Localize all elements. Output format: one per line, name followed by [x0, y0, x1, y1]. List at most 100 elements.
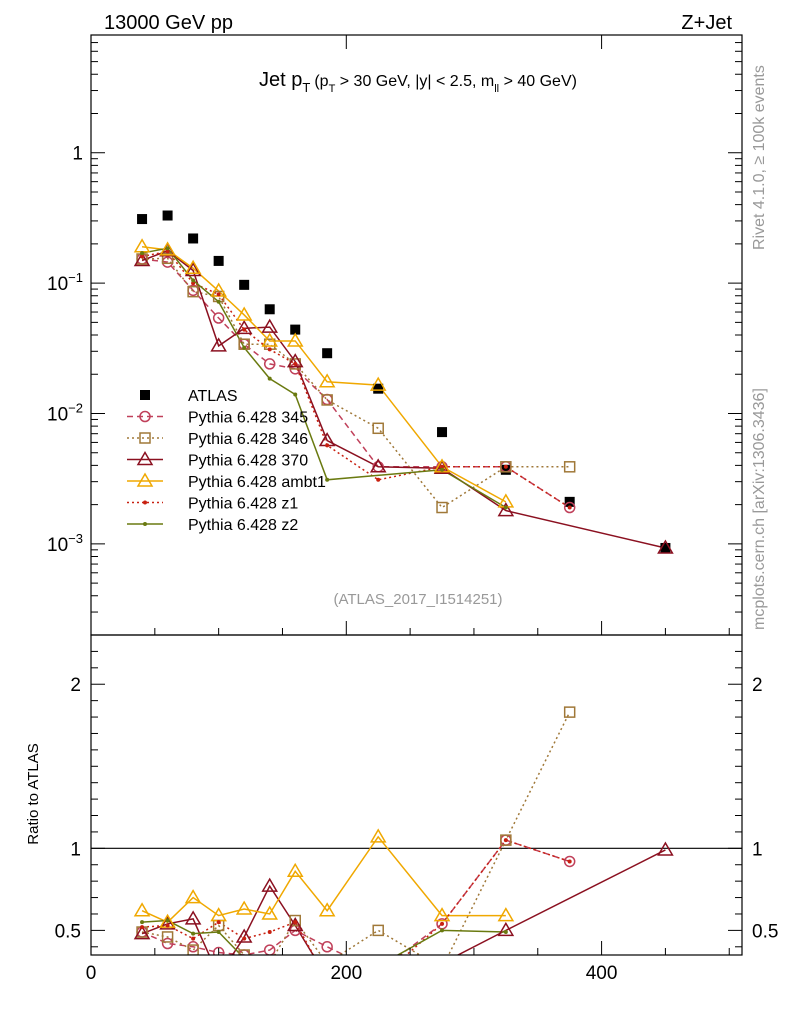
point-pythia-6-428-346 — [321, 394, 333, 406]
point-pythia-6-428-346 — [187, 285, 199, 298]
series-line-pythia-6-428-z2 — [141, 247, 507, 509]
plot-title: Jet pT (pT > 30 GeV, |y| < 2.5, mll > 40 … — [259, 69, 577, 95]
point-pythia-6-428-z1 — [165, 249, 170, 254]
point-atlas — [239, 279, 250, 290]
ratio-point-pythia-6-428-370 — [184, 910, 202, 925]
point-pythia-6-428-370 — [369, 458, 387, 473]
ratio-point-pythia-6-428-z1 — [376, 978, 380, 982]
y-tick-label: 10−3 — [47, 531, 83, 556]
point-pythia-6-428-z2 — [191, 278, 196, 283]
legend-label-pythia-6-428-z2: Pythia 6.428 z2 — [188, 517, 298, 534]
legend-marker-pythia-6-428-345 — [139, 410, 151, 423]
point-pythia-6-428-370 — [184, 261, 202, 277]
ratio-point-pythia-6-428-ambt1 — [369, 828, 387, 843]
ratio-point-pythia-6-428-z1 — [293, 920, 298, 925]
ratio-point-pythia-6-428-346 — [437, 963, 447, 973]
ratio-point-pythia-6-428-ambt1 — [497, 907, 515, 922]
ratio-point-pythia-6-428-z1 — [216, 920, 221, 925]
ratio-point-pythia-6-428-ambt1 — [235, 900, 253, 915]
title-main-sub: T — [302, 80, 310, 95]
point-pythia-6-428-346 — [563, 461, 576, 473]
x-tick-label: 200 — [330, 963, 362, 984]
legend-marker-pythia-6-428-z2 — [143, 522, 147, 526]
ratio-point-pythia-6-428-z2 — [268, 963, 272, 967]
point-pythia-6-428-z1 — [242, 327, 247, 332]
point-atlas — [188, 233, 199, 244]
ratio-point-pythia-6-428-ambt1 — [433, 907, 451, 922]
ratio-point-pythia-6-428-z2 — [293, 958, 297, 962]
legend-label-pythia-6-428-370: Pythia 6.428 370 — [188, 453, 308, 470]
legend-marker-pythia-6-428-z1 — [143, 500, 147, 505]
point-pythia-6-428-z1 — [567, 505, 572, 510]
legend-label-pythia-6-428-346: Pythia 6.428 346 — [188, 431, 308, 448]
x-tick-label: 400 — [586, 963, 618, 984]
axes: 0 200 400 10−3 10−2 10−1 1 0.5 0.5 1 1 2 2 — [47, 34, 778, 984]
point-pythia-6-428-370 — [497, 502, 515, 517]
title-paren: (p — [314, 73, 328, 90]
ratio-point-pythia-6-428-345 — [212, 946, 225, 955]
point-pythia-6-428-z2 — [216, 299, 221, 304]
ratio-point-pythia-6-428-370 — [212, 969, 226, 981]
ratio-y-tick-label-right: 1 — [752, 839, 763, 860]
ratio-point-pythia-6-428-345 — [321, 941, 333, 953]
point-pythia-6-428-345 — [263, 358, 276, 370]
ratio-panel — [91, 706, 742, 996]
point-atlas — [373, 383, 384, 394]
ratio-point-pythia-6-428-370 — [657, 841, 674, 856]
ratio-point-pythia-6-428-345 — [161, 937, 174, 950]
ratio-point-pythia-6-428-346 — [500, 834, 512, 846]
ratio-point-pythia-6-428-ambt1 — [318, 902, 336, 917]
point-atlas — [213, 255, 224, 266]
point-pythia-6-428-z2 — [503, 505, 508, 510]
ratio-point-pythia-6-428-370 — [371, 964, 385, 976]
ratio-point-pythia-6-428-346 — [238, 949, 250, 955]
point-pythia-6-428-ambt1 — [369, 376, 387, 391]
ratio-frame — [90, 634, 743, 956]
point-pythia-6-428-z2 — [267, 376, 272, 381]
ratio-point-pythia-6-428-346 — [161, 931, 174, 943]
ratio-point-pythia-6-428-z1 — [503, 838, 508, 843]
point-pythia-6-428-370 — [133, 252, 151, 267]
ratio-point-pythia-6-428-346 — [563, 706, 576, 718]
point-pythia-6-428-346 — [436, 501, 448, 514]
point-pythia-6-428-z1 — [503, 464, 508, 469]
ratio-y-tick-label: 0.5 — [55, 921, 81, 942]
ratio-y-tick-label-right: 2 — [752, 675, 763, 696]
point-atlas — [264, 304, 275, 315]
ratio-line-pythia-6-428-345 — [141, 839, 570, 955]
point-pythia-6-428-370 — [261, 318, 279, 333]
ratio-point-pythia-6-428-z2 — [325, 992, 329, 996]
point-pythia-6-428-z1 — [376, 477, 381, 482]
ratio-point-pythia-6-428-ambt1 — [184, 889, 202, 904]
ratio-point-pythia-6-428-ambt1 — [286, 862, 304, 878]
ratio-point-pythia-6-428-z2 — [503, 930, 508, 935]
point-pythia-6-428-370 — [657, 539, 674, 554]
point-pythia-6-428-z2 — [165, 246, 170, 251]
y-tick-label: 1 — [72, 144, 83, 165]
legend-marker-pythia-6-428-346 — [139, 432, 151, 444]
ratio-point-pythia-6-428-z2 — [191, 931, 196, 936]
point-pythia-6-428-z1 — [216, 292, 221, 297]
main-panel — [133, 210, 674, 554]
mcplots-label: mcplots.cern.ch [arXiv:1306.3436] — [751, 388, 768, 630]
point-pythia-6-428-ambt1 — [261, 332, 279, 347]
ratio-point-pythia-6-428-z1 — [567, 859, 572, 864]
ratio-point-pythia-6-428-370 — [286, 916, 304, 932]
legend-marker-pythia-6-428-ambt1 — [136, 472, 154, 487]
ratio-point-pythia-6-428-z1 — [325, 978, 329, 982]
point-atlas — [322, 348, 333, 359]
point-pythia-6-428-z2 — [440, 467, 445, 472]
point-atlas — [500, 464, 511, 475]
y-tick-label: 10−2 — [47, 400, 83, 425]
ratio-y-tick-label: 1 — [70, 839, 81, 860]
point-pythia-6-428-z2 — [325, 477, 330, 482]
legend-marker-pythia-6-428-370 — [136, 451, 154, 466]
legend-label-pythia-6-428-345: Pythia 6.428 345 — [188, 410, 308, 427]
ratio-line-pythia-6-428-z2 — [142, 919, 506, 955]
point-atlas — [137, 214, 148, 225]
header-right: Z+Jet — [681, 12, 732, 34]
main-frame — [90, 34, 743, 636]
point-pythia-6-428-z1 — [293, 361, 298, 366]
ratio-point-pythia-6-428-z2 — [440, 928, 445, 933]
